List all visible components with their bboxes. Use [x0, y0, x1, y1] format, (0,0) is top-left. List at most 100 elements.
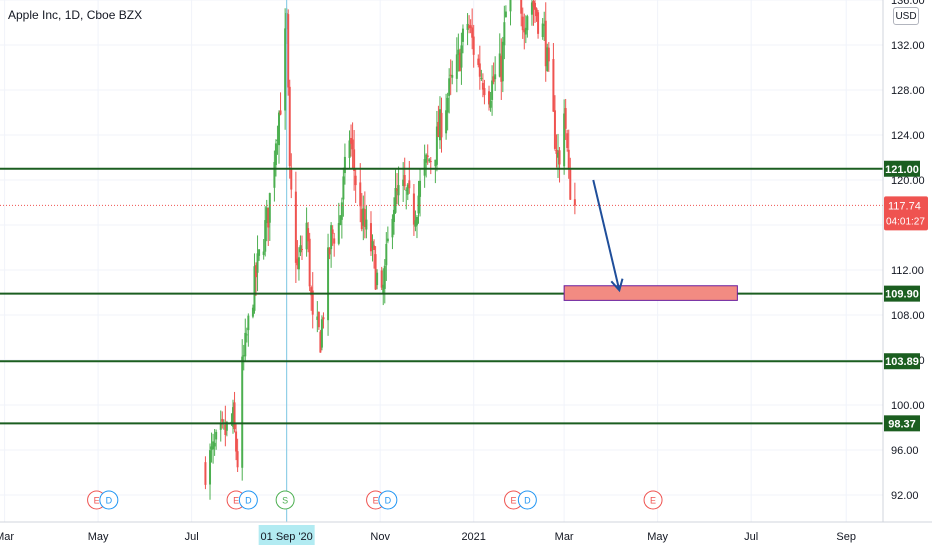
candle-body [245, 334, 248, 336]
candle [437, 105, 440, 138]
time-axis[interactable] [0, 522, 932, 550]
candle [500, 38, 503, 100]
candle-body [371, 241, 374, 248]
event-marker-d[interactable]: D [238, 490, 258, 510]
candle [255, 262, 258, 296]
candle-body [435, 126, 438, 165]
price-tick-label: 108.00 [891, 310, 925, 322]
candle [310, 285, 313, 311]
candle-body [373, 245, 376, 250]
candle [492, 62, 495, 85]
time-tick-label: 2021 [461, 531, 485, 543]
trend-arrow[interactable] [592, 179, 621, 291]
time-tick-label: May [88, 531, 109, 543]
event-marker-label: S [282, 496, 288, 506]
candle-body [244, 332, 247, 357]
candle-body [392, 209, 395, 222]
candle-body [363, 209, 366, 227]
price-tick-label: 100.00 [891, 400, 925, 412]
candle-body [480, 77, 483, 79]
candle [530, 0, 533, 26]
candle-body [557, 152, 560, 158]
candle-body [267, 207, 270, 228]
time-tick-label: Jul [744, 531, 758, 543]
candle [224, 405, 227, 447]
candle-body [481, 82, 484, 90]
event-marker-e[interactable]: E [643, 490, 663, 510]
candle-body [535, 8, 538, 17]
target-zone[interactable] [563, 285, 738, 301]
candle-body [573, 199, 576, 206]
candle-body [264, 220, 267, 252]
candle [274, 139, 277, 177]
candle-body [331, 229, 334, 234]
candle [373, 239, 376, 269]
candle-body [520, 0, 523, 14]
level-badge-label: 98.37 [888, 418, 916, 430]
candle-body [391, 218, 394, 238]
candle-body [287, 14, 290, 88]
candle-body [294, 191, 297, 263]
candle-body [297, 257, 300, 270]
event-marker-s[interactable]: S [275, 490, 295, 510]
price-tick-label: 112.00 [891, 265, 924, 277]
candle [297, 247, 300, 281]
candle-body [483, 88, 486, 96]
event-marker-d[interactable]: D [99, 490, 119, 510]
candle [385, 232, 388, 281]
candle [268, 192, 271, 241]
candle-body [284, 28, 287, 111]
candle [380, 266, 383, 291]
event-marker-label: D [245, 496, 252, 506]
candle-body [296, 258, 299, 266]
candle-body [406, 184, 409, 195]
event-marker-d[interactable]: D [378, 490, 398, 510]
candle [343, 143, 346, 185]
candle [478, 45, 481, 90]
candle [419, 168, 422, 217]
candle-body [500, 55, 503, 82]
candle [333, 232, 336, 257]
candle-body [434, 159, 437, 167]
event-marker-circle [99, 490, 119, 510]
candle [284, 8, 287, 130]
candle [438, 96, 441, 149]
price-tick-label: 96.00 [891, 445, 919, 457]
time-tick-label: Mar [555, 531, 574, 543]
price-axis[interactable] [883, 0, 932, 550]
candle-body [383, 265, 386, 289]
candle [351, 122, 354, 170]
candles [204, 0, 576, 500]
candle [210, 432, 213, 463]
candle-body [213, 442, 216, 447]
event-marker-d[interactable]: D [517, 490, 537, 510]
candle-body [365, 219, 368, 230]
candle [415, 215, 418, 239]
candle-body [215, 431, 218, 440]
candle-body [563, 113, 566, 167]
candle [253, 253, 256, 314]
candle [451, 60, 454, 85]
candle [526, 14, 529, 38]
event-marker-label: E [94, 496, 100, 506]
candle-body [532, 1, 535, 7]
candle [288, 79, 291, 179]
candle-body [415, 216, 418, 226]
candle [434, 159, 437, 184]
candle-body [307, 228, 310, 242]
candle [279, 92, 282, 116]
candle-body [311, 290, 314, 315]
symbol-title: Apple Inc, 1D, Cboe BZX [8, 8, 143, 22]
candle-body [414, 220, 417, 227]
candle [481, 73, 484, 98]
currency-button[interactable]: USD [893, 7, 919, 25]
candle [327, 233, 330, 336]
last-price-label: 117.74 [888, 200, 921, 212]
candle [362, 195, 365, 241]
candle-body [448, 78, 451, 96]
candle [435, 110, 438, 172]
candle-body [382, 284, 385, 294]
candle-body [501, 41, 504, 82]
candle [322, 312, 325, 329]
